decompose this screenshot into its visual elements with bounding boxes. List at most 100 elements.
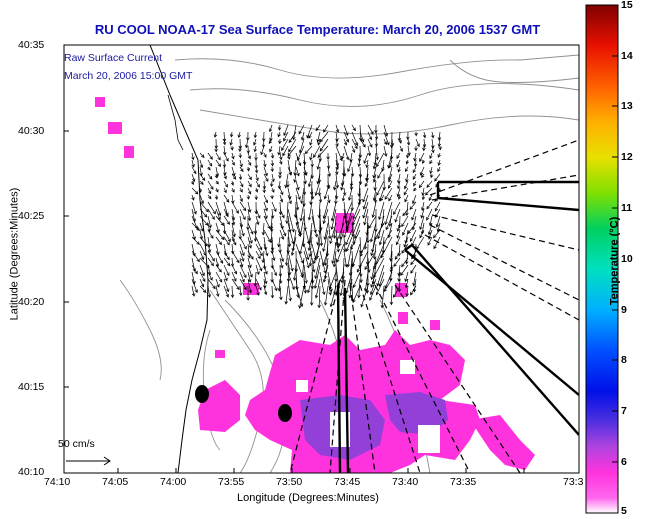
- current-vector: [285, 201, 289, 225]
- current-vector: [331, 243, 337, 265]
- colorbar-tick-10: 10: [621, 253, 633, 265]
- current-vector: [394, 208, 401, 223]
- current-vector: [247, 180, 252, 188]
- current-vector: [268, 124, 273, 133]
- current-vector: [270, 194, 274, 200]
- current-vector: [335, 152, 340, 167]
- current-vector: [413, 159, 418, 168]
- current-vector: [223, 166, 227, 176]
- current-vector: [309, 152, 313, 161]
- current-vector: [253, 229, 258, 242]
- current-vector: [308, 236, 313, 258]
- current-vector: [404, 278, 409, 289]
- current-vector: [199, 180, 204, 185]
- current-vector: [303, 243, 310, 261]
- current-vector: [414, 131, 418, 137]
- current-vector: [271, 264, 278, 277]
- current-vector: [322, 208, 329, 225]
- current-vector: [191, 173, 196, 183]
- current-vector: [263, 166, 268, 177]
- current-vector: [229, 131, 234, 138]
- current-vector: [351, 124, 356, 132]
- current-vector: [401, 222, 409, 236]
- current-vector: [207, 208, 215, 220]
- current-vector: [191, 229, 196, 241]
- current-vector: [371, 201, 377, 219]
- x-tick-3: 73:55: [218, 476, 245, 488]
- current-vector: [199, 173, 206, 181]
- current-vector: [370, 271, 377, 288]
- current-vector: [357, 152, 362, 163]
- current-vector: [288, 138, 297, 153]
- current-vector: [247, 201, 252, 213]
- current-vector: [338, 229, 345, 247]
- current-vector: [330, 208, 337, 231]
- current-vector: [435, 215, 441, 228]
- current-vector: [345, 236, 353, 252]
- current-vector: [207, 285, 212, 298]
- current-vector: [326, 180, 331, 190]
- current-vector: [215, 236, 222, 246]
- current-vector: [373, 194, 378, 204]
- current-vector: [199, 243, 207, 256]
- colorbar-tick-15: 15: [621, 0, 633, 11]
- current-vector: [255, 243, 263, 257]
- current-vector: [223, 194, 230, 203]
- current-vector: [191, 215, 199, 230]
- current-vector: [207, 159, 213, 167]
- current-vector: [293, 173, 297, 183]
- current-vector: [270, 159, 275, 167]
- y-tick-2: 40:25: [18, 210, 45, 222]
- current-vector: [255, 173, 259, 182]
- current-vector: [343, 201, 349, 225]
- current-vector: [246, 215, 250, 231]
- current-vector: [239, 180, 244, 188]
- current-vector: [238, 173, 243, 181]
- current-vector: [238, 145, 242, 153]
- current-vector: [215, 152, 221, 161]
- current-vector: [268, 138, 273, 145]
- current-vector: [421, 187, 425, 197]
- current-vector: [421, 159, 426, 164]
- current-vector: [340, 173, 345, 187]
- current-vector: [207, 152, 213, 160]
- current-vector: [343, 145, 350, 161]
- current-vector: [239, 264, 247, 279]
- current-vector: [421, 201, 425, 212]
- current-vector: [374, 124, 378, 134]
- current-vector: [255, 257, 263, 272]
- current-vector: [393, 201, 401, 216]
- current-vector: [230, 285, 235, 299]
- current-vector: [207, 201, 216, 215]
- y-tick-0: 40:35: [18, 39, 45, 51]
- current-vector: [253, 138, 257, 146]
- current-vector: [295, 243, 304, 264]
- current-vector: [300, 257, 305, 278]
- current-vector: [344, 201, 353, 220]
- current-vector: [287, 250, 294, 272]
- plot-frame: [63, 44, 580, 474]
- current-vector: [410, 264, 417, 274]
- current-vector: [239, 222, 245, 237]
- current-vector: [388, 159, 393, 169]
- ship-track-lines: [336, 180, 579, 473]
- current-vector: [317, 187, 322, 197]
- current-vector: [223, 278, 230, 293]
- current-vector: [403, 236, 409, 248]
- current-vector: [253, 222, 258, 235]
- colorbar-label: Temperature (°C): [608, 216, 621, 306]
- current-vector: [317, 138, 321, 146]
- current-vector: [199, 257, 210, 269]
- current-vector: [397, 278, 402, 293]
- current-vector: [287, 166, 292, 176]
- current-vector: [214, 194, 219, 201]
- current-vector: [435, 180, 441, 188]
- current-vector: [303, 250, 310, 269]
- current-vector: [270, 285, 275, 299]
- current-vector: [362, 187, 369, 203]
- current-vector: [318, 194, 323, 203]
- current-vector: [312, 243, 321, 265]
- current-vector: [214, 145, 218, 153]
- current-vector: [223, 236, 230, 246]
- current-vector: [207, 194, 212, 200]
